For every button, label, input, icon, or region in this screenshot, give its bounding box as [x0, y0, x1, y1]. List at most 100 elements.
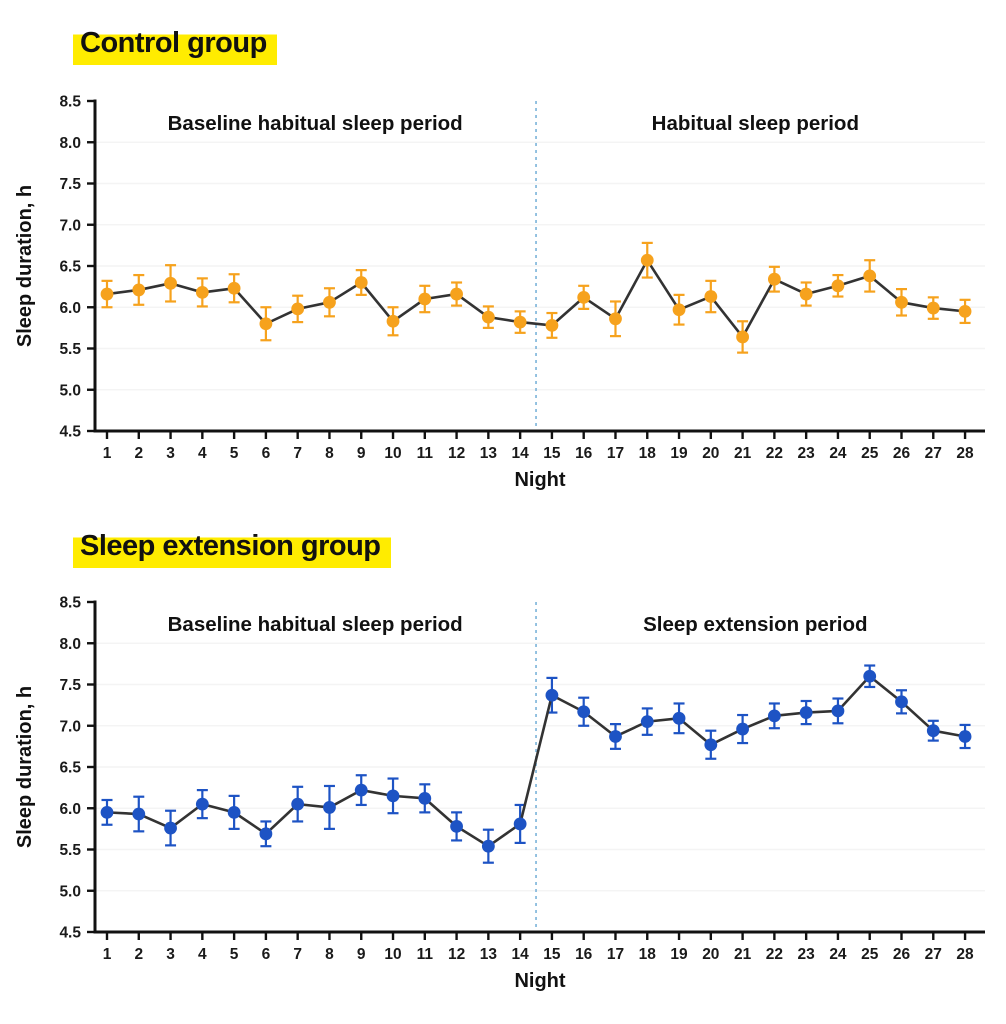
gridlines [95, 642, 985, 892]
x-tick-label: 9 [357, 445, 366, 462]
data-point [958, 730, 972, 743]
data-point [799, 706, 813, 719]
x-tick-label: 22 [766, 445, 783, 462]
data-point [672, 303, 686, 317]
x-tick-label: 8 [325, 946, 334, 963]
x-tick-label: 3 [166, 946, 175, 963]
period-annotation: Baseline habitual sleep period [168, 112, 463, 135]
x-tick-label: 23 [798, 946, 816, 963]
data-point [450, 287, 463, 301]
data-point [831, 279, 845, 293]
x-tick-label: 15 [543, 445, 561, 462]
data-point [640, 715, 654, 729]
data-point [164, 821, 177, 835]
x-tick-label: 17 [607, 946, 624, 963]
period-annotation: Habitual sleep period [652, 112, 859, 135]
x-tick-label: 17 [607, 445, 624, 462]
y-tick-label: 5.5 [59, 341, 81, 358]
sleep-extension-group-chart: 4.5 5.0 5.5 6.0 6.5 7.0 7.5 8.0 8.5 1 2 3 4 5 6 7 8 9 10 11… [0, 585, 1006, 1024]
x-tick-label: 16 [575, 946, 593, 963]
x-tick-label: 1 [103, 445, 112, 462]
x-tick-label: 9 [357, 946, 366, 963]
data-point [386, 789, 400, 803]
data-point [481, 310, 495, 324]
x-tick-label: 5 [230, 946, 239, 963]
y-axis-ticks: 4.5 5.0 5.5 6.0 6.5 7.0 7.5 8.0 8.5 [59, 94, 95, 441]
data-point [418, 292, 432, 306]
data-point [227, 281, 241, 295]
x-tick-label: 27 [925, 445, 942, 462]
data-point [704, 290, 718, 303]
data-point [386, 314, 400, 328]
y-tick-label: 6.5 [59, 259, 81, 276]
y-tick-label: 6.0 [59, 300, 81, 317]
x-tick-label: 10 [384, 445, 401, 462]
x-tick-label: 7 [293, 445, 302, 462]
data-point [513, 817, 527, 831]
x-tick-label: 25 [861, 445, 879, 462]
data-point [895, 295, 908, 309]
y-tick-label: 8.0 [59, 135, 81, 152]
x-tick-label: 14 [512, 946, 530, 963]
data-point [227, 805, 241, 819]
y-tick-label: 6.0 [59, 801, 81, 818]
gridlines [95, 141, 985, 391]
data-point [100, 287, 114, 301]
chart-canvas: 4.55.05.56.06.57.07.58.08.51 2 3 4 5 6 7 8 9 10 11… [14, 94, 985, 491]
data-point [640, 253, 654, 267]
y-axis-ticks: 4.5 5.0 5.5 6.0 6.5 7.0 7.5 8.0 8.5 [59, 595, 95, 942]
data-point [323, 295, 336, 309]
x-tick-label: 21 [734, 445, 752, 462]
data-point [291, 302, 305, 316]
data-point [577, 705, 591, 719]
x-tick-label: 26 [893, 445, 911, 462]
data-point [259, 317, 273, 331]
title-highlight: Sleep extension group [73, 529, 391, 568]
data-points [100, 253, 972, 344]
data-point [259, 827, 273, 841]
data-point [926, 724, 940, 738]
data-point [863, 269, 877, 283]
data-point [799, 287, 813, 301]
x-tick-label: 7 [293, 946, 302, 963]
data-point [736, 722, 749, 736]
x-tick-label: 11 [417, 445, 434, 462]
x-tick-label: 10 [384, 946, 401, 963]
x-axis-ticks: 1 2 3 4 5 6 7 8 9 10 11 12 13 14 15 16 17 18 19 20 21 22 23 24 2… [103, 431, 974, 462]
data-point [354, 783, 368, 797]
x-tick-label: 24 [829, 946, 847, 963]
x-tick-label: 8 [325, 445, 334, 462]
series-line [106, 674, 966, 848]
data-point [418, 791, 432, 805]
x-axis-ticks: 1 2 3 4 5 6 7 8 9 10 11 12 13 14 15 16 17 18 19 20 21 22 23 24 2… [103, 932, 974, 963]
x-tick-label: 28 [956, 946, 974, 963]
data-point [513, 315, 527, 329]
y-tick-label: 7.5 [59, 176, 81, 193]
data-point [291, 797, 305, 811]
control-group-chart: 4.5 5.0 5.5 6.0 6.5 7.0 7.5 8.0 8.5 1 2 3 4 5 6 7 8 9 10 11… [0, 80, 1006, 505]
y-axis-title: Sleep duration, h [14, 686, 36, 848]
x-tick-label: 20 [702, 946, 719, 963]
data-point [767, 272, 781, 286]
x-tick-label: 4 [198, 445, 207, 462]
x-tick-label: 4 [198, 946, 207, 963]
data-point [354, 276, 368, 289]
data-point [704, 738, 718, 752]
data-point [545, 688, 559, 702]
sleep-extension-group-title: Sleep extension group [73, 529, 391, 568]
y-tick-label: 4.5 [59, 925, 81, 942]
x-tick-label: 24 [829, 445, 847, 462]
series-line [106, 258, 966, 339]
x-tick-label: 27 [925, 946, 942, 963]
x-axis-title: Night [514, 469, 565, 491]
y-tick-label: 4.5 [59, 424, 81, 441]
control-group-title: Control group [73, 26, 277, 65]
y-tick-label: 7.0 [59, 217, 81, 234]
data-point [100, 805, 114, 819]
x-tick-label: 2 [134, 445, 143, 462]
data-point [450, 820, 463, 833]
data-point [195, 797, 209, 811]
y-tick-label: 7.0 [59, 718, 81, 735]
x-tick-label: 13 [480, 946, 498, 963]
